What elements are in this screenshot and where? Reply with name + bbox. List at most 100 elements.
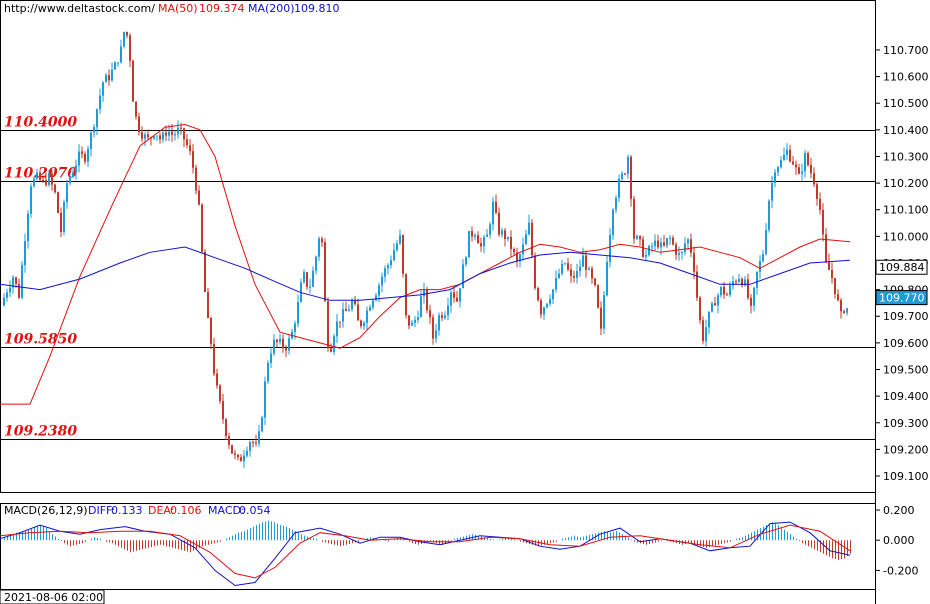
candle-up bbox=[75, 165, 77, 173]
candle-up bbox=[144, 134, 146, 139]
candle-up bbox=[279, 338, 281, 342]
candle-up bbox=[780, 160, 782, 168]
candle-up bbox=[303, 272, 305, 283]
candle-down bbox=[57, 192, 59, 213]
price-tick-label: 110.400 bbox=[883, 124, 929, 137]
candle-up bbox=[525, 234, 527, 245]
candle-up bbox=[372, 300, 374, 308]
candle-down bbox=[813, 173, 815, 185]
candle-down bbox=[639, 235, 641, 240]
candle-up bbox=[261, 417, 263, 432]
candle-down bbox=[429, 310, 431, 318]
candle-down bbox=[570, 269, 572, 276]
candle-down bbox=[735, 281, 737, 283]
candle-down bbox=[834, 278, 836, 295]
price-tick-label: 109.500 bbox=[883, 364, 929, 377]
chart-url[interactable]: http://www.deltastock.com/ bbox=[4, 2, 155, 15]
candle-up bbox=[249, 442, 251, 451]
candle-up bbox=[753, 287, 755, 306]
price-tick-label: 110.300 bbox=[883, 150, 929, 163]
ma200-value: 109.810 bbox=[294, 2, 340, 15]
candle-down bbox=[723, 286, 725, 295]
candle-down bbox=[135, 101, 137, 117]
candle-up bbox=[738, 278, 740, 282]
candle-up bbox=[411, 322, 413, 326]
candle-down bbox=[696, 271, 698, 298]
candle-up bbox=[381, 276, 383, 286]
candle-down bbox=[132, 60, 134, 102]
candle-up bbox=[759, 261, 761, 272]
candle-up bbox=[114, 62, 116, 70]
price-tag-box bbox=[875, 290, 928, 306]
candle-up bbox=[615, 197, 617, 210]
candle-up bbox=[312, 270, 314, 287]
candle-down bbox=[51, 173, 53, 185]
candle-down bbox=[213, 344, 215, 374]
candle-up bbox=[708, 311, 710, 328]
candle-up bbox=[102, 82, 104, 96]
candle-up bbox=[342, 309, 344, 322]
candle-up bbox=[522, 244, 524, 255]
candle-down bbox=[825, 234, 827, 262]
candle-up bbox=[96, 109, 98, 128]
candle-up bbox=[3, 297, 5, 306]
candle-up bbox=[528, 222, 530, 235]
macd-tick-label: 0.000 bbox=[883, 534, 915, 547]
candle-down bbox=[480, 243, 482, 247]
candlesticks bbox=[3, 31, 848, 469]
candle-down bbox=[591, 268, 593, 279]
candle-down bbox=[699, 297, 701, 321]
candle-down bbox=[339, 321, 341, 323]
candle-up bbox=[111, 69, 113, 81]
candle-down bbox=[792, 161, 794, 165]
candle-up bbox=[501, 230, 503, 235]
candle-down bbox=[360, 320, 362, 327]
candle-up bbox=[297, 302, 299, 324]
candle-up bbox=[561, 263, 563, 274]
candle-up bbox=[462, 264, 464, 289]
macd-dea-label: DEA: bbox=[148, 504, 174, 517]
candle-down bbox=[354, 300, 356, 305]
candle-up bbox=[720, 286, 722, 296]
candle-down bbox=[231, 444, 233, 454]
candle-up bbox=[315, 256, 317, 271]
candle-up bbox=[588, 268, 590, 270]
candle-down bbox=[693, 252, 695, 272]
candle-up bbox=[375, 295, 377, 301]
ma200-line bbox=[0, 246, 851, 301]
candle-up bbox=[576, 270, 578, 278]
candle-down bbox=[453, 292, 455, 298]
candle-up bbox=[549, 299, 551, 304]
candle-down bbox=[516, 252, 518, 261]
candle-down bbox=[702, 320, 704, 342]
candle-up bbox=[72, 172, 74, 177]
candle-up bbox=[519, 254, 521, 261]
candle-up bbox=[6, 292, 8, 298]
candle-up bbox=[168, 131, 170, 136]
candle-down bbox=[171, 131, 173, 135]
candle-down bbox=[183, 128, 185, 140]
candle-up bbox=[717, 295, 719, 306]
candle-up bbox=[156, 135, 158, 137]
candle-up bbox=[744, 279, 746, 286]
candle-down bbox=[18, 283, 20, 298]
candle-up bbox=[423, 289, 425, 297]
candle-up bbox=[369, 307, 371, 311]
candle-down bbox=[408, 315, 410, 326]
candle-down bbox=[441, 315, 443, 318]
candle-up bbox=[378, 285, 380, 296]
candle-down bbox=[540, 300, 542, 315]
candle-up bbox=[507, 236, 509, 240]
candle-down bbox=[282, 338, 284, 349]
price-tag-label: 109.770 bbox=[879, 292, 925, 305]
candle-up bbox=[387, 265, 389, 269]
candle-down bbox=[798, 167, 800, 174]
candle-up bbox=[93, 127, 95, 133]
candle-up bbox=[273, 339, 275, 354]
candle-down bbox=[432, 317, 434, 339]
candle-down bbox=[843, 311, 845, 313]
candle-down bbox=[81, 151, 83, 154]
candle-up bbox=[459, 288, 461, 302]
candle-down bbox=[537, 288, 539, 301]
candle-down bbox=[321, 238, 323, 243]
